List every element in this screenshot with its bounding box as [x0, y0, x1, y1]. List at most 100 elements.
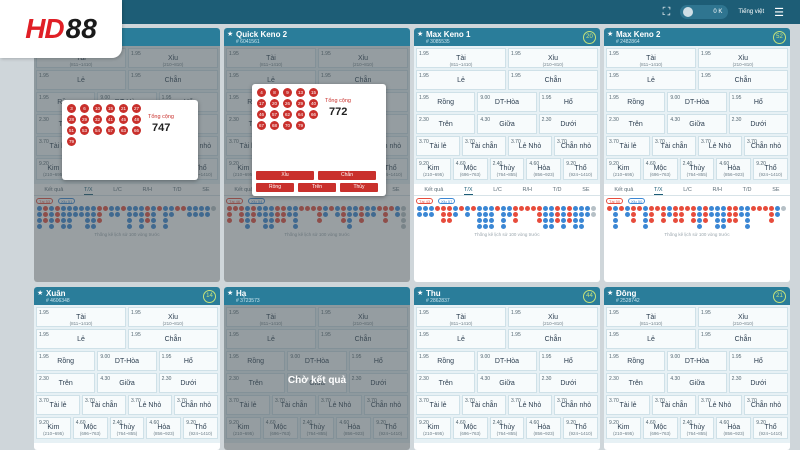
bet-cell-duoi[interactable]: 2.30 Dưới [158, 373, 218, 393]
tab-history[interactable]: L/C [493, 187, 502, 193]
bet-cell-chan[interactable]: 1.95 Chẵn [508, 329, 598, 349]
tab-history[interactable]: T/D [742, 187, 752, 193]
bet-cell-tren[interactable]: 2.30 Trên [416, 114, 476, 134]
star-icon[interactable]: ★ [37, 290, 44, 297]
bet-cell-rong[interactable]: 1.95 Rồng [416, 351, 476, 371]
star-icon[interactable]: ★ [417, 290, 424, 297]
bet-cell-tren[interactable]: 2.30 Trên [416, 373, 476, 393]
bet-cell-giua[interactable]: 4.30 Giữa [97, 373, 157, 393]
bet-cell-chan[interactable]: 1.95 Chẵn [508, 70, 598, 90]
balance-widget[interactable]: 0 K [680, 5, 729, 19]
star-icon[interactable]: ★ [417, 31, 424, 38]
bet-cell-rong[interactable]: 1.95 Rồng [36, 351, 96, 371]
tab-history[interactable]: SE [772, 187, 780, 193]
bet-cell-xiu[interactable]: 1.95 Xỉu(210~810) [508, 307, 598, 327]
bet-cell-le[interactable]: 1.95 Lẻ [606, 70, 696, 90]
game-card[interactable]: ★ Đông # 2528742 21 1.95 Tài (811~1410) 1.95… [604, 287, 790, 450]
fullscreen-icon[interactable]: ⛶ [662, 5, 671, 18]
bet-cell-ho[interactable]: 1.95 Hổ [728, 351, 788, 371]
bet-cell-duoi[interactable]: 2.30 Dưới [538, 373, 598, 393]
bet-cell-xiu[interactable]: 1.95 Xỉu(210~810) [698, 307, 788, 327]
bet-cell-rong[interactable]: 1.95 Rồng [606, 92, 666, 112]
bet-cell-tai[interactable]: 1.95 Tài(811~1410) [416, 48, 506, 68]
bet-cell-rong[interactable]: 1.95 Rồng [606, 351, 666, 371]
tab-history[interactable]: T/D [552, 187, 562, 193]
bet-cell-chan[interactable]: 1.95 Chẵn [698, 70, 788, 90]
tab-history[interactable]: SE [582, 187, 590, 193]
bet-cell-giua[interactable]: 4.30 Giữa [477, 373, 537, 393]
game-card[interactable]: ★ Max Keno 2 # 2482864 52 1.95 Tài (811~141… [604, 28, 790, 282]
star-icon[interactable]: ★ [607, 31, 614, 38]
menu-icon[interactable]: ☰ [774, 6, 784, 19]
brand-logo[interactable]: HD 88 [0, 0, 122, 58]
bet-cell-le[interactable]: 1.95 Lẻ [36, 329, 126, 349]
tab-history[interactable]: R/H [712, 187, 722, 193]
bet-cell-tren[interactable]: 2.30 Trên [606, 114, 666, 134]
tab-history[interactable]: L/C [683, 187, 692, 193]
bet-cell-tai[interactable]: 1.95 Tài(811~1410) [606, 307, 696, 327]
game-card[interactable]: ★ Xuân # 4606348 14 1.95 Tài (811~1410) 1.95… [34, 287, 220, 450]
bet-cell-giua[interactable]: 4.30 Giữa [667, 114, 727, 134]
bet-cell-tren[interactable]: 2.30 Trên [606, 373, 666, 393]
bet-cell-ho[interactable]: 1.95 Hổ [538, 351, 598, 371]
bet-cell-chan[interactable]: 1.95 Chẵn [698, 329, 788, 349]
tab-history[interactable]: R/H [522, 187, 532, 193]
bet-cell-giua[interactable]: 4.30 Giữa [667, 373, 727, 393]
tab-history[interactable]: T/X [464, 184, 473, 195]
bet-cell-le[interactable]: 1.95 Lẻ [606, 329, 696, 349]
tab-history[interactable]: Kết quả [614, 187, 634, 193]
game-card[interactable]: ★ Max Keno 1 # 3085535 20 1.95 Tài (811~141… [414, 28, 600, 282]
game-card[interactable]: ★ Hạ # 3723573 1.95Tài(811~1410)1.95Xỉu(… [224, 287, 410, 450]
bet-cell-ho[interactable]: 1.95 Hổ [728, 92, 788, 112]
bet-cell-xiu[interactable]: 1.95 Xỉu(210~810) [698, 48, 788, 68]
bet-cell-le[interactable]: 1.95 Lẻ [416, 70, 506, 90]
bet-cell-duoi[interactable]: 2.30 Dưới [538, 114, 598, 134]
bet-cell-ho[interactable]: 1.95 Hổ [158, 351, 218, 371]
bet-cell-le[interactable]: 1.95 Lẻ [416, 329, 506, 349]
bet-cell-xiu[interactable]: 1.95 Xỉu(210~810) [508, 48, 598, 68]
bet-cell-tai[interactable]: 1.95 Tài(811~1410) [606, 48, 696, 68]
game-card[interactable]: ★ Thu # 2862837 44 1.95 Tài (811~1410) 1.95 X… [414, 287, 600, 450]
language-selector[interactable]: Tiếng việt [738, 9, 765, 15]
